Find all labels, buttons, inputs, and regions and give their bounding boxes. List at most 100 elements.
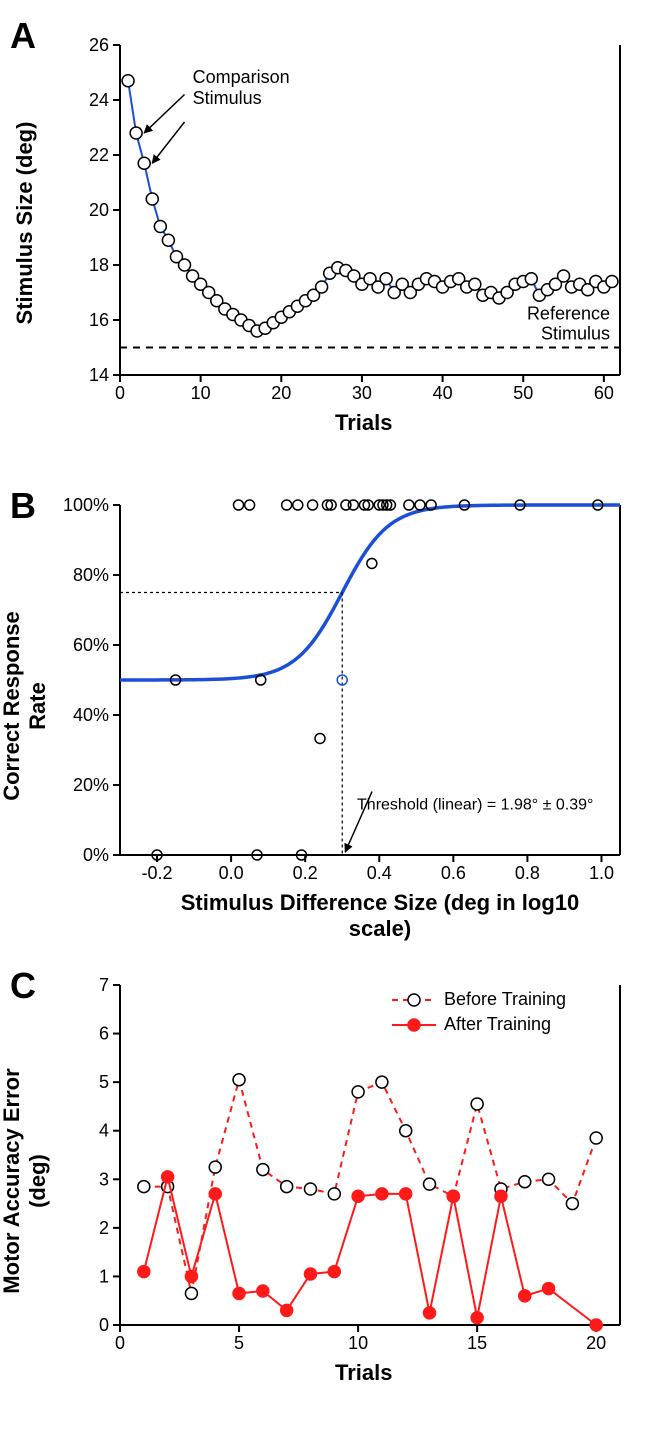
y-tick-label: 20 — [89, 200, 109, 220]
after-marker — [495, 1190, 507, 1202]
data-marker — [282, 500, 292, 510]
after-marker — [162, 1171, 174, 1183]
x-tick-label: 1.0 — [589, 863, 614, 883]
x-axis-label: Trials — [335, 410, 392, 436]
data-marker — [179, 259, 191, 271]
legend-before: Before Training — [390, 989, 566, 1010]
after-marker — [543, 1283, 555, 1295]
data-marker — [469, 278, 481, 290]
annotation-arrow — [152, 122, 184, 163]
threshold-label: Threshold (linear) = 1.98° ± 0.39° — [357, 797, 593, 814]
y-tick-label: 4 — [99, 1121, 109, 1141]
after-marker — [328, 1266, 340, 1278]
before-marker — [352, 1086, 364, 1098]
y-tick-label: 2 — [99, 1218, 109, 1238]
before-marker — [424, 1178, 436, 1190]
before-marker — [281, 1181, 293, 1193]
before-marker — [400, 1125, 412, 1137]
reference-label: Reference — [527, 304, 610, 324]
data-marker — [122, 75, 134, 87]
data-marker — [525, 273, 537, 285]
y-tick-label: 5 — [99, 1072, 109, 1092]
before-marker — [185, 1287, 197, 1299]
reference-label: Stimulus — [541, 324, 610, 344]
before-marker — [590, 1132, 602, 1144]
x-tick-label: 15 — [467, 1333, 487, 1353]
after-marker — [233, 1287, 245, 1299]
x-tick-label: 0.4 — [367, 863, 392, 883]
y-tick-label: 1 — [99, 1266, 109, 1286]
data-marker — [234, 500, 244, 510]
x-tick-label: -0.2 — [142, 863, 173, 883]
data-marker — [316, 281, 328, 293]
x-tick-label: 10 — [348, 1333, 368, 1353]
y-tick-label: 26 — [89, 35, 109, 55]
y-tick-label: 40% — [73, 705, 109, 725]
data-marker — [315, 733, 325, 743]
y-axis-label: Correct Response Rate — [0, 586, 51, 826]
after-marker — [471, 1312, 483, 1324]
before-marker — [566, 1198, 578, 1210]
data-marker — [380, 273, 392, 285]
after-marker — [257, 1285, 269, 1297]
x-tick-label: 30 — [352, 383, 372, 403]
after-marker — [352, 1190, 364, 1202]
after-marker — [185, 1270, 197, 1282]
before-marker — [138, 1181, 150, 1193]
x-tick-label: 60 — [594, 383, 614, 403]
before-marker — [519, 1176, 531, 1188]
y-tick-label: 18 — [89, 255, 109, 275]
after-marker — [590, 1319, 602, 1331]
y-tick-label: 24 — [89, 90, 109, 110]
y-tick-label: 20% — [73, 775, 109, 795]
figure-svg: 010203040506014161820222426ReferenceStim… — [0, 0, 666, 1432]
y-tick-label: 16 — [89, 310, 109, 330]
data-marker — [606, 276, 618, 288]
data-marker — [308, 500, 318, 510]
legend: Before Training After Training — [390, 989, 566, 1039]
y-axis-label: Motor Accuracy Error (deg) — [0, 1041, 51, 1321]
x-tick-label: 5 — [234, 1333, 244, 1353]
data-marker — [348, 500, 358, 510]
x-axis-label: Trials — [335, 1360, 392, 1386]
x-tick-label: 10 — [191, 383, 211, 403]
y-tick-label: 0% — [83, 845, 109, 865]
data-marker — [558, 270, 570, 282]
x-tick-label: 20 — [271, 383, 291, 403]
x-tick-label: 0 — [115, 383, 125, 403]
annotation-arrow — [144, 95, 184, 134]
before-marker — [304, 1183, 316, 1195]
data-marker — [162, 234, 174, 246]
y-tick-label: 60% — [73, 635, 109, 655]
y-tick-label: 80% — [73, 565, 109, 585]
x-tick-label: 0.8 — [515, 863, 540, 883]
before-marker — [471, 1098, 483, 1110]
data-marker — [293, 500, 303, 510]
y-tick-label: 3 — [99, 1169, 109, 1189]
x-tick-label: 0.0 — [219, 863, 244, 883]
data-marker — [154, 221, 166, 233]
before-marker — [543, 1173, 555, 1185]
y-tick-label: 14 — [89, 365, 109, 385]
x-tick-label: 20 — [586, 1333, 606, 1353]
x-axis-label: Stimulus Difference Size (deg in log10 s… — [150, 890, 610, 942]
y-axis-label: Stimulus Size (deg) — [12, 113, 38, 333]
after-marker — [209, 1188, 221, 1200]
y-tick-label: 0 — [99, 1315, 109, 1335]
data-marker — [245, 500, 255, 510]
before-marker — [233, 1074, 245, 1086]
after-marker — [138, 1266, 150, 1278]
legend-after: After Training — [390, 1014, 566, 1035]
y-tick-label: 22 — [89, 145, 109, 165]
data-marker — [138, 157, 150, 169]
after-marker — [447, 1190, 459, 1202]
x-tick-label: 40 — [433, 383, 453, 403]
x-tick-label: 0 — [115, 1333, 125, 1353]
before-marker — [376, 1076, 388, 1088]
before-marker — [328, 1188, 340, 1200]
y-tick-label: 100% — [63, 495, 109, 515]
x-tick-label: 0.6 — [441, 863, 466, 883]
after-marker — [281, 1304, 293, 1316]
x-tick-label: 50 — [513, 383, 533, 403]
after-marker — [376, 1188, 388, 1200]
